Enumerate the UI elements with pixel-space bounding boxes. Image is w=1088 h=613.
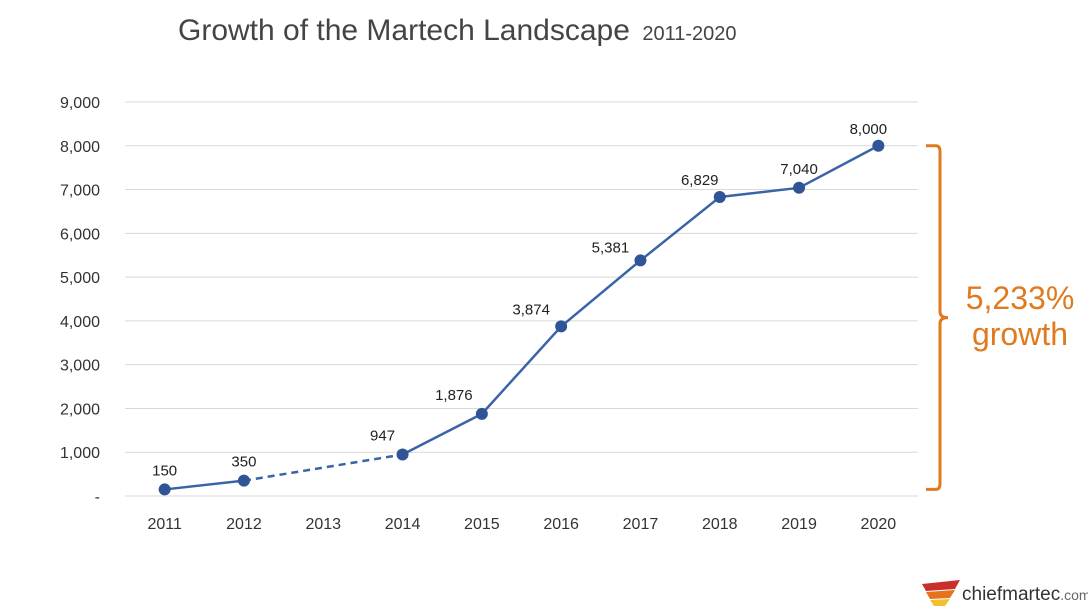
line-segment — [798, 144, 879, 189]
x-tick-label: 2015 — [464, 516, 500, 533]
growth-percent: 5,233% — [966, 280, 1075, 316]
y-tick-label: 3,000 — [60, 358, 100, 375]
line-segment — [401, 412, 483, 456]
logo-tld: .com — [1060, 587, 1088, 603]
data-point — [793, 181, 806, 194]
data-point — [396, 448, 409, 461]
growth-brace — [926, 144, 949, 491]
data-label: 5,381 — [592, 239, 630, 256]
y-axis: - 1,000 2,000 3,000 4,000 5,000 6,000 7,000 8,00… — [60, 95, 100, 506]
y-tick-label: 9,000 — [60, 95, 100, 112]
data-point — [872, 139, 885, 152]
line-segment — [719, 186, 800, 199]
data-label: 350 — [231, 454, 256, 471]
data-point — [555, 320, 568, 333]
svg-text:chiefmartec.com: chiefmartec.com — [962, 584, 1088, 605]
chiefmartec-logo: chiefmartec.com — [922, 580, 1088, 606]
data-label: 1,876 — [435, 387, 473, 404]
data-label: 8,000 — [850, 121, 888, 138]
y-tick-label: 4,000 — [60, 314, 100, 331]
series-points — [158, 139, 885, 496]
line-segment-dashed — [243, 453, 403, 482]
chart-title-years: 2011-2020 — [642, 23, 736, 45]
line-segment — [639, 196, 721, 262]
logo-name: chiefmartec — [962, 584, 1060, 605]
y-tick-label: 1,000 — [60, 445, 100, 462]
data-label: 947 — [370, 428, 395, 445]
growth-annotation: 5,233% growth — [926, 144, 1075, 491]
y-tick-label: 5,000 — [60, 270, 100, 287]
x-tick-label: 2011 — [147, 516, 182, 533]
x-tick-label: 2013 — [305, 516, 341, 533]
x-axis: 2011 2012 2013 2014 2015 2016 2017 2018 2019 2020 — [147, 516, 896, 533]
growth-word: growth — [972, 316, 1068, 352]
line-segment — [560, 259, 642, 328]
data-label: 3,874 — [512, 301, 550, 318]
gridlines — [125, 101, 918, 497]
x-tick-label: 2014 — [385, 516, 421, 533]
chart-title-main: Growth of the Martech Landscape — [178, 14, 630, 47]
y-tick-label: - — [95, 489, 100, 506]
svg-text:Growth of the Martech Landscap: Growth of the Martech Landscape 2011-202… — [178, 14, 737, 47]
x-tick-label: 2012 — [226, 516, 262, 533]
data-point — [237, 474, 250, 487]
data-point — [475, 407, 488, 420]
y-tick-label: 7,000 — [60, 183, 100, 200]
data-label: 150 — [152, 462, 177, 479]
data-point — [713, 191, 726, 204]
y-tick-label: 6,000 — [60, 226, 100, 243]
x-tick-label: 2020 — [861, 516, 897, 533]
y-tick-label: 8,000 — [60, 139, 100, 156]
series-line — [164, 144, 879, 491]
data-point — [634, 254, 647, 267]
x-tick-label: 2018 — [702, 516, 738, 533]
logo-icon — [922, 580, 960, 606]
chart-title: Growth of the Martech Landscape 2011-202… — [178, 14, 737, 47]
x-tick-label: 2019 — [781, 516, 817, 533]
y-tick-label: 2,000 — [60, 401, 100, 418]
data-label: 6,829 — [681, 172, 719, 189]
x-tick-label: 2016 — [543, 516, 579, 533]
data-labels: 150 350 947 1,876 3,874 5,381 6,829 7,040 8,000 — [152, 121, 887, 480]
data-point — [158, 483, 171, 496]
line-segment — [164, 479, 245, 491]
line-segment — [480, 325, 563, 415]
x-tick-label: 2017 — [623, 516, 659, 533]
data-label: 7,040 — [780, 161, 818, 178]
